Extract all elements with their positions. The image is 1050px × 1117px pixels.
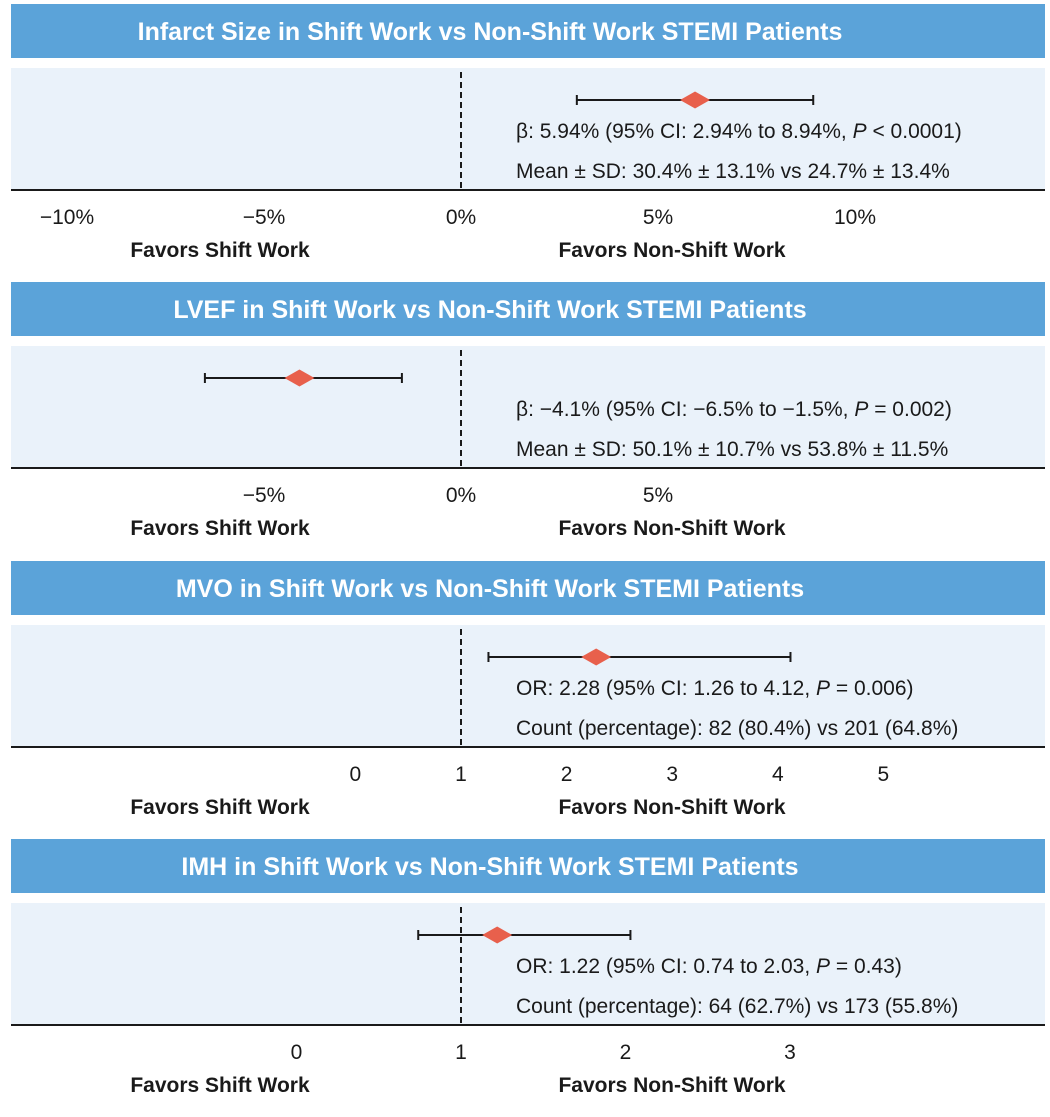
- forest-panel-2: LVEF in Shift Work vs Non-Shift Work STE…: [11, 282, 1045, 540]
- effect-statistic-prefix: β: 5.94% (95% CI: 2.94% to 8.94%,: [516, 120, 853, 143]
- x-tick-label: 3: [784, 1041, 796, 1064]
- x-tick-label: 2: [561, 763, 573, 786]
- x-tick-label: 0%: [446, 484, 476, 507]
- x-tick-label: 0: [350, 763, 362, 786]
- plot-area-background: [11, 68, 1045, 190]
- x-tick-label: 5: [878, 763, 890, 786]
- favors-shift-work-label: Favors Shift Work: [130, 239, 310, 262]
- favors-shift-work-label: Favors Shift Work: [130, 1074, 310, 1097]
- point-estimate-marker: [482, 926, 513, 944]
- x-tick-label: 5%: [643, 206, 673, 229]
- point-estimate-marker: [581, 648, 612, 666]
- plot-area-background: [11, 346, 1045, 468]
- x-tick-label: −5%: [243, 206, 286, 229]
- panel-title: LVEF in Shift Work vs Non-Shift Work STE…: [173, 296, 806, 324]
- panel-title: IMH in Shift Work vs Non-Shift Work STEM…: [181, 853, 798, 881]
- forest-panel-4: IMH in Shift Work vs Non-Shift Work STEM…: [11, 839, 1045, 1097]
- p-value-label: P: [853, 120, 867, 143]
- favors-non-shift-work-label: Favors Non-Shift Work: [558, 517, 785, 540]
- p-value-label: P: [816, 677, 830, 700]
- effect-statistic-suffix: = 0.006): [830, 677, 913, 700]
- panel-title: MVO in Shift Work vs Non-Shift Work STEM…: [176, 575, 804, 603]
- effect-statistic-prefix: OR: 2.28 (95% CI: 1.26 to 4.12,: [516, 677, 816, 700]
- forest-panel-1: Infarct Size in Shift Work vs Non-Shift …: [11, 4, 1045, 262]
- effect-statistic: β: 5.94% (95% CI: 2.94% to 8.94%, P < 0.…: [516, 120, 962, 143]
- effect-statistic-suffix: = 0.43): [830, 955, 902, 978]
- x-tick-label: −10%: [40, 206, 94, 229]
- effect-statistic-prefix: OR: 1.22 (95% CI: 0.74 to 2.03,: [516, 955, 816, 978]
- summary-statistic: Mean ± SD: 50.1% ± 10.7% vs 53.8% ± 11.5…: [516, 438, 948, 461]
- x-tick-label: −5%: [243, 484, 286, 507]
- p-value-label: P: [854, 398, 868, 421]
- favors-shift-work-label: Favors Shift Work: [130, 796, 310, 819]
- x-tick-label: 1: [455, 763, 467, 786]
- effect-statistic-suffix: < 0.0001): [867, 120, 962, 143]
- effect-statistic: OR: 2.28 (95% CI: 1.26 to 4.12, P = 0.00…: [516, 677, 914, 700]
- plot-area-background: [11, 625, 1045, 747]
- point-estimate-marker: [680, 91, 711, 109]
- x-tick-label: 0: [291, 1041, 303, 1064]
- panel-title-banner: [11, 561, 1045, 615]
- panel-title-banner: [11, 4, 1045, 58]
- x-tick-label: 0%: [446, 206, 476, 229]
- x-tick-label: 5%: [643, 484, 673, 507]
- favors-non-shift-work-label: Favors Non-Shift Work: [558, 1074, 785, 1097]
- summary-statistic: Count (percentage): 64 (62.7%) vs 173 (5…: [516, 995, 958, 1018]
- x-tick-label: 10%: [834, 206, 876, 229]
- panel-title-banner: [11, 282, 1045, 336]
- favors-non-shift-work-label: Favors Non-Shift Work: [558, 796, 785, 819]
- effect-statistic-prefix: β: −4.1% (95% CI: −6.5% to −1.5%,: [516, 398, 854, 421]
- panel-title-banner: [11, 839, 1045, 893]
- effect-statistic: OR: 1.22 (95% CI: 0.74 to 2.03, P = 0.43…: [516, 955, 902, 978]
- x-tick-label: 4: [772, 763, 784, 786]
- x-tick-label: 3: [666, 763, 678, 786]
- favors-non-shift-work-label: Favors Non-Shift Work: [558, 239, 785, 262]
- summary-statistic: Count (percentage): 82 (80.4%) vs 201 (6…: [516, 717, 958, 740]
- x-tick-label: 1: [455, 1041, 467, 1064]
- x-tick-label: 2: [620, 1041, 632, 1064]
- forest-panel-3: MVO in Shift Work vs Non-Shift Work STEM…: [11, 561, 1045, 819]
- summary-statistic: Mean ± SD: 30.4% ± 13.1% vs 24.7% ± 13.4…: [516, 160, 950, 183]
- p-value-label: P: [816, 955, 830, 978]
- panel-title: Infarct Size in Shift Work vs Non-Shift …: [138, 18, 843, 46]
- point-estimate-marker: [284, 369, 315, 387]
- plot-area-background: [11, 903, 1045, 1025]
- favors-shift-work-label: Favors Shift Work: [130, 517, 310, 540]
- effect-statistic-suffix: = 0.002): [868, 398, 951, 421]
- effect-statistic: β: −4.1% (95% CI: −6.5% to −1.5%, P = 0.…: [516, 398, 952, 421]
